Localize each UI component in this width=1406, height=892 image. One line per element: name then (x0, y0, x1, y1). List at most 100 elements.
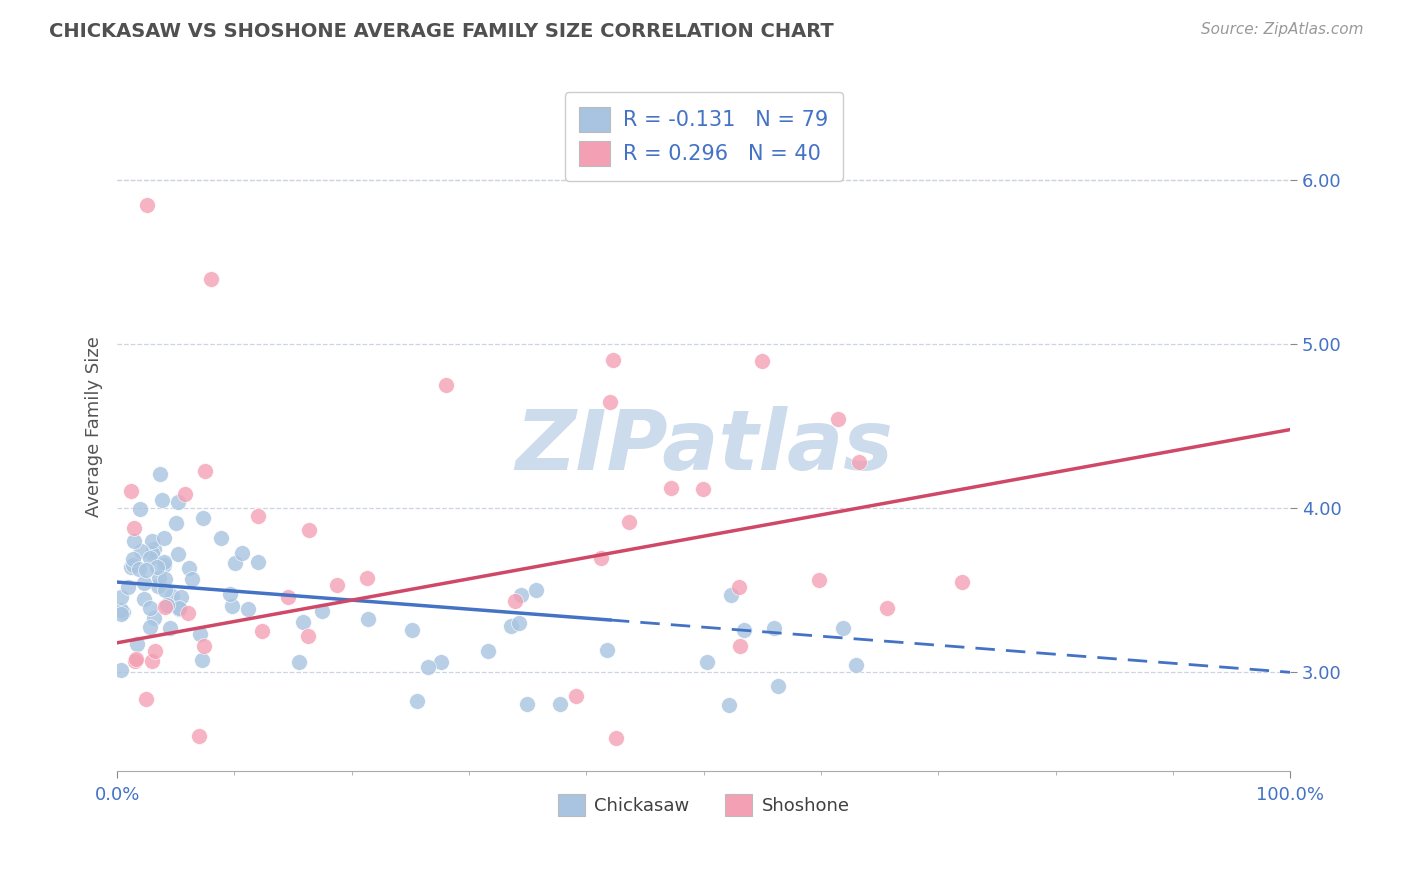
Point (110, 663, 132, 677)
Point (165, 516, 187, 530)
Point (117, 580, 139, 594)
Point (848, 455, 870, 469)
Point (146, 560, 169, 574)
Point (401, 623, 423, 637)
Point (139, 550, 162, 565)
Point (692, 483, 714, 497)
Point (135, 563, 157, 577)
Point (728, 640, 751, 654)
Point (122, 521, 145, 535)
Point (128, 562, 150, 576)
Point (751, 353, 773, 368)
Text: ZIPatlas: ZIPatlas (515, 407, 893, 487)
Point (218, 586, 240, 600)
Point (169, 590, 191, 604)
Text: Source: ZipAtlas.com: Source: ZipAtlas.com (1201, 22, 1364, 37)
Point (129, 501, 152, 516)
Point (503, 594, 526, 608)
Point (134, 591, 156, 606)
Point (845, 657, 868, 672)
Point (291, 615, 314, 630)
Point (110, 590, 132, 604)
Point (135, 692, 157, 706)
Point (191, 511, 214, 525)
Point (167, 547, 190, 561)
Point (696, 656, 718, 670)
Point (950, 575, 973, 590)
Point (141, 654, 163, 668)
Point (224, 557, 246, 571)
Point (139, 600, 162, 615)
Point (733, 623, 755, 637)
Point (148, 571, 170, 585)
Point (188, 729, 211, 743)
Point (122, 533, 145, 548)
Point (429, 655, 451, 669)
Point (120, 484, 142, 499)
Point (876, 601, 898, 615)
Point (250, 624, 273, 639)
Point (159, 621, 181, 635)
Point (297, 629, 319, 643)
Point (246, 555, 269, 569)
Point (311, 604, 333, 618)
Point (477, 644, 499, 658)
Point (141, 533, 163, 548)
Point (110, 607, 132, 622)
Text: CHICKASAW VS SHOSHONE AVERAGE FAMILY SIZE CORRELATION CHART: CHICKASAW VS SHOSHONE AVERAGE FAMILY SIZ… (49, 22, 834, 41)
Point (188, 627, 211, 641)
Point (209, 531, 232, 545)
Point (174, 487, 197, 501)
Point (153, 572, 176, 586)
Point (602, 353, 624, 368)
Point (246, 508, 269, 523)
Point (153, 558, 176, 573)
Point (298, 523, 321, 537)
Point (659, 482, 682, 496)
Point (160, 589, 183, 603)
Point (141, 546, 163, 560)
Point (599, 394, 621, 409)
Point (236, 602, 259, 616)
Point (110, 603, 132, 617)
Point (124, 654, 146, 668)
Point (152, 555, 174, 569)
Point (155, 582, 177, 597)
Point (827, 411, 849, 425)
Point (277, 590, 299, 604)
Point (190, 652, 212, 666)
Point (125, 652, 148, 666)
Point (221, 599, 243, 614)
Point (153, 600, 176, 615)
Point (193, 640, 215, 654)
Point (155, 598, 177, 612)
Point (132, 576, 155, 591)
Point (167, 602, 190, 616)
Point (589, 550, 612, 565)
Point (150, 492, 173, 507)
Point (326, 578, 349, 592)
Point (120, 559, 142, 574)
Point (524, 582, 547, 597)
Point (149, 467, 172, 482)
Point (808, 574, 831, 588)
Point (231, 546, 253, 560)
Point (153, 531, 176, 545)
Point (550, 698, 572, 712)
Point (508, 615, 530, 630)
Point (596, 643, 619, 657)
Point (122, 558, 145, 572)
Point (416, 660, 439, 674)
Point (193, 464, 215, 478)
Point (499, 619, 522, 633)
Point (617, 515, 640, 529)
Point (112, 605, 135, 619)
Point (720, 588, 742, 602)
Point (356, 570, 378, 584)
Point (762, 621, 785, 635)
Point (406, 694, 429, 708)
Point (121, 552, 143, 566)
Point (180, 572, 202, 586)
Point (509, 588, 531, 602)
Y-axis label: Average Family Size: Average Family Size (86, 336, 103, 516)
